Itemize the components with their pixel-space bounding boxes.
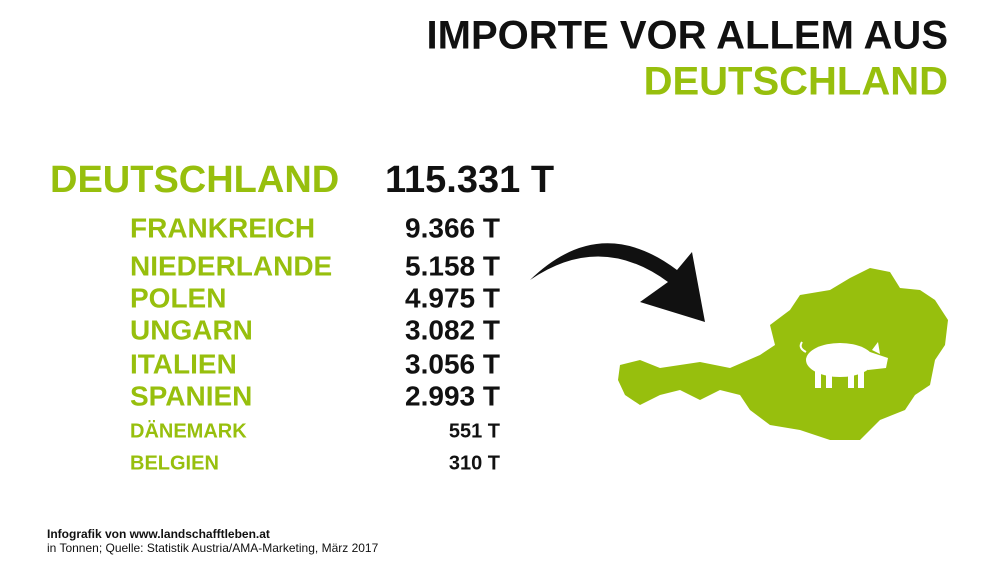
amount: 115.331 T bbox=[385, 159, 554, 201]
amount: 5.158 T bbox=[405, 250, 500, 281]
country: DÄNEMARK bbox=[130, 419, 247, 442]
country: FRANKREICH bbox=[130, 212, 315, 243]
footer-source: in Tonnen; Quelle: Statistik Austria/AMA… bbox=[47, 541, 379, 555]
rows: DEUTSCHLAND 115.331 T FRANKREICH 9.366 T NIE… bbox=[50, 159, 554, 474]
amount: 3.082 T bbox=[405, 314, 500, 345]
austria-map bbox=[618, 268, 948, 440]
title-line2: DEUTSCHLAND bbox=[644, 60, 948, 104]
country: NIEDERLANDE bbox=[130, 250, 332, 281]
amount: 2.993 T bbox=[405, 380, 500, 411]
amount: 310 T bbox=[449, 452, 500, 474]
country: ITALIEN bbox=[130, 348, 237, 379]
country: BELGIEN bbox=[130, 452, 219, 474]
amount: 4.975 T bbox=[405, 282, 500, 313]
country: UNGARN bbox=[130, 314, 253, 345]
country: DEUTSCHLAND bbox=[50, 159, 339, 201]
amount: 3.056 T bbox=[405, 348, 500, 379]
amount: 9.366 T bbox=[405, 212, 500, 243]
amount: 551 T bbox=[449, 420, 500, 442]
country: SPANIEN bbox=[130, 380, 252, 411]
arrow bbox=[530, 243, 705, 322]
pig bbox=[799, 341, 888, 388]
title-line1: IMPORTE VOR ALLEM AUS bbox=[427, 14, 948, 58]
country: POLEN bbox=[130, 282, 226, 313]
footer-credit: Infografik von www.landschafftleben.at bbox=[47, 527, 270, 541]
